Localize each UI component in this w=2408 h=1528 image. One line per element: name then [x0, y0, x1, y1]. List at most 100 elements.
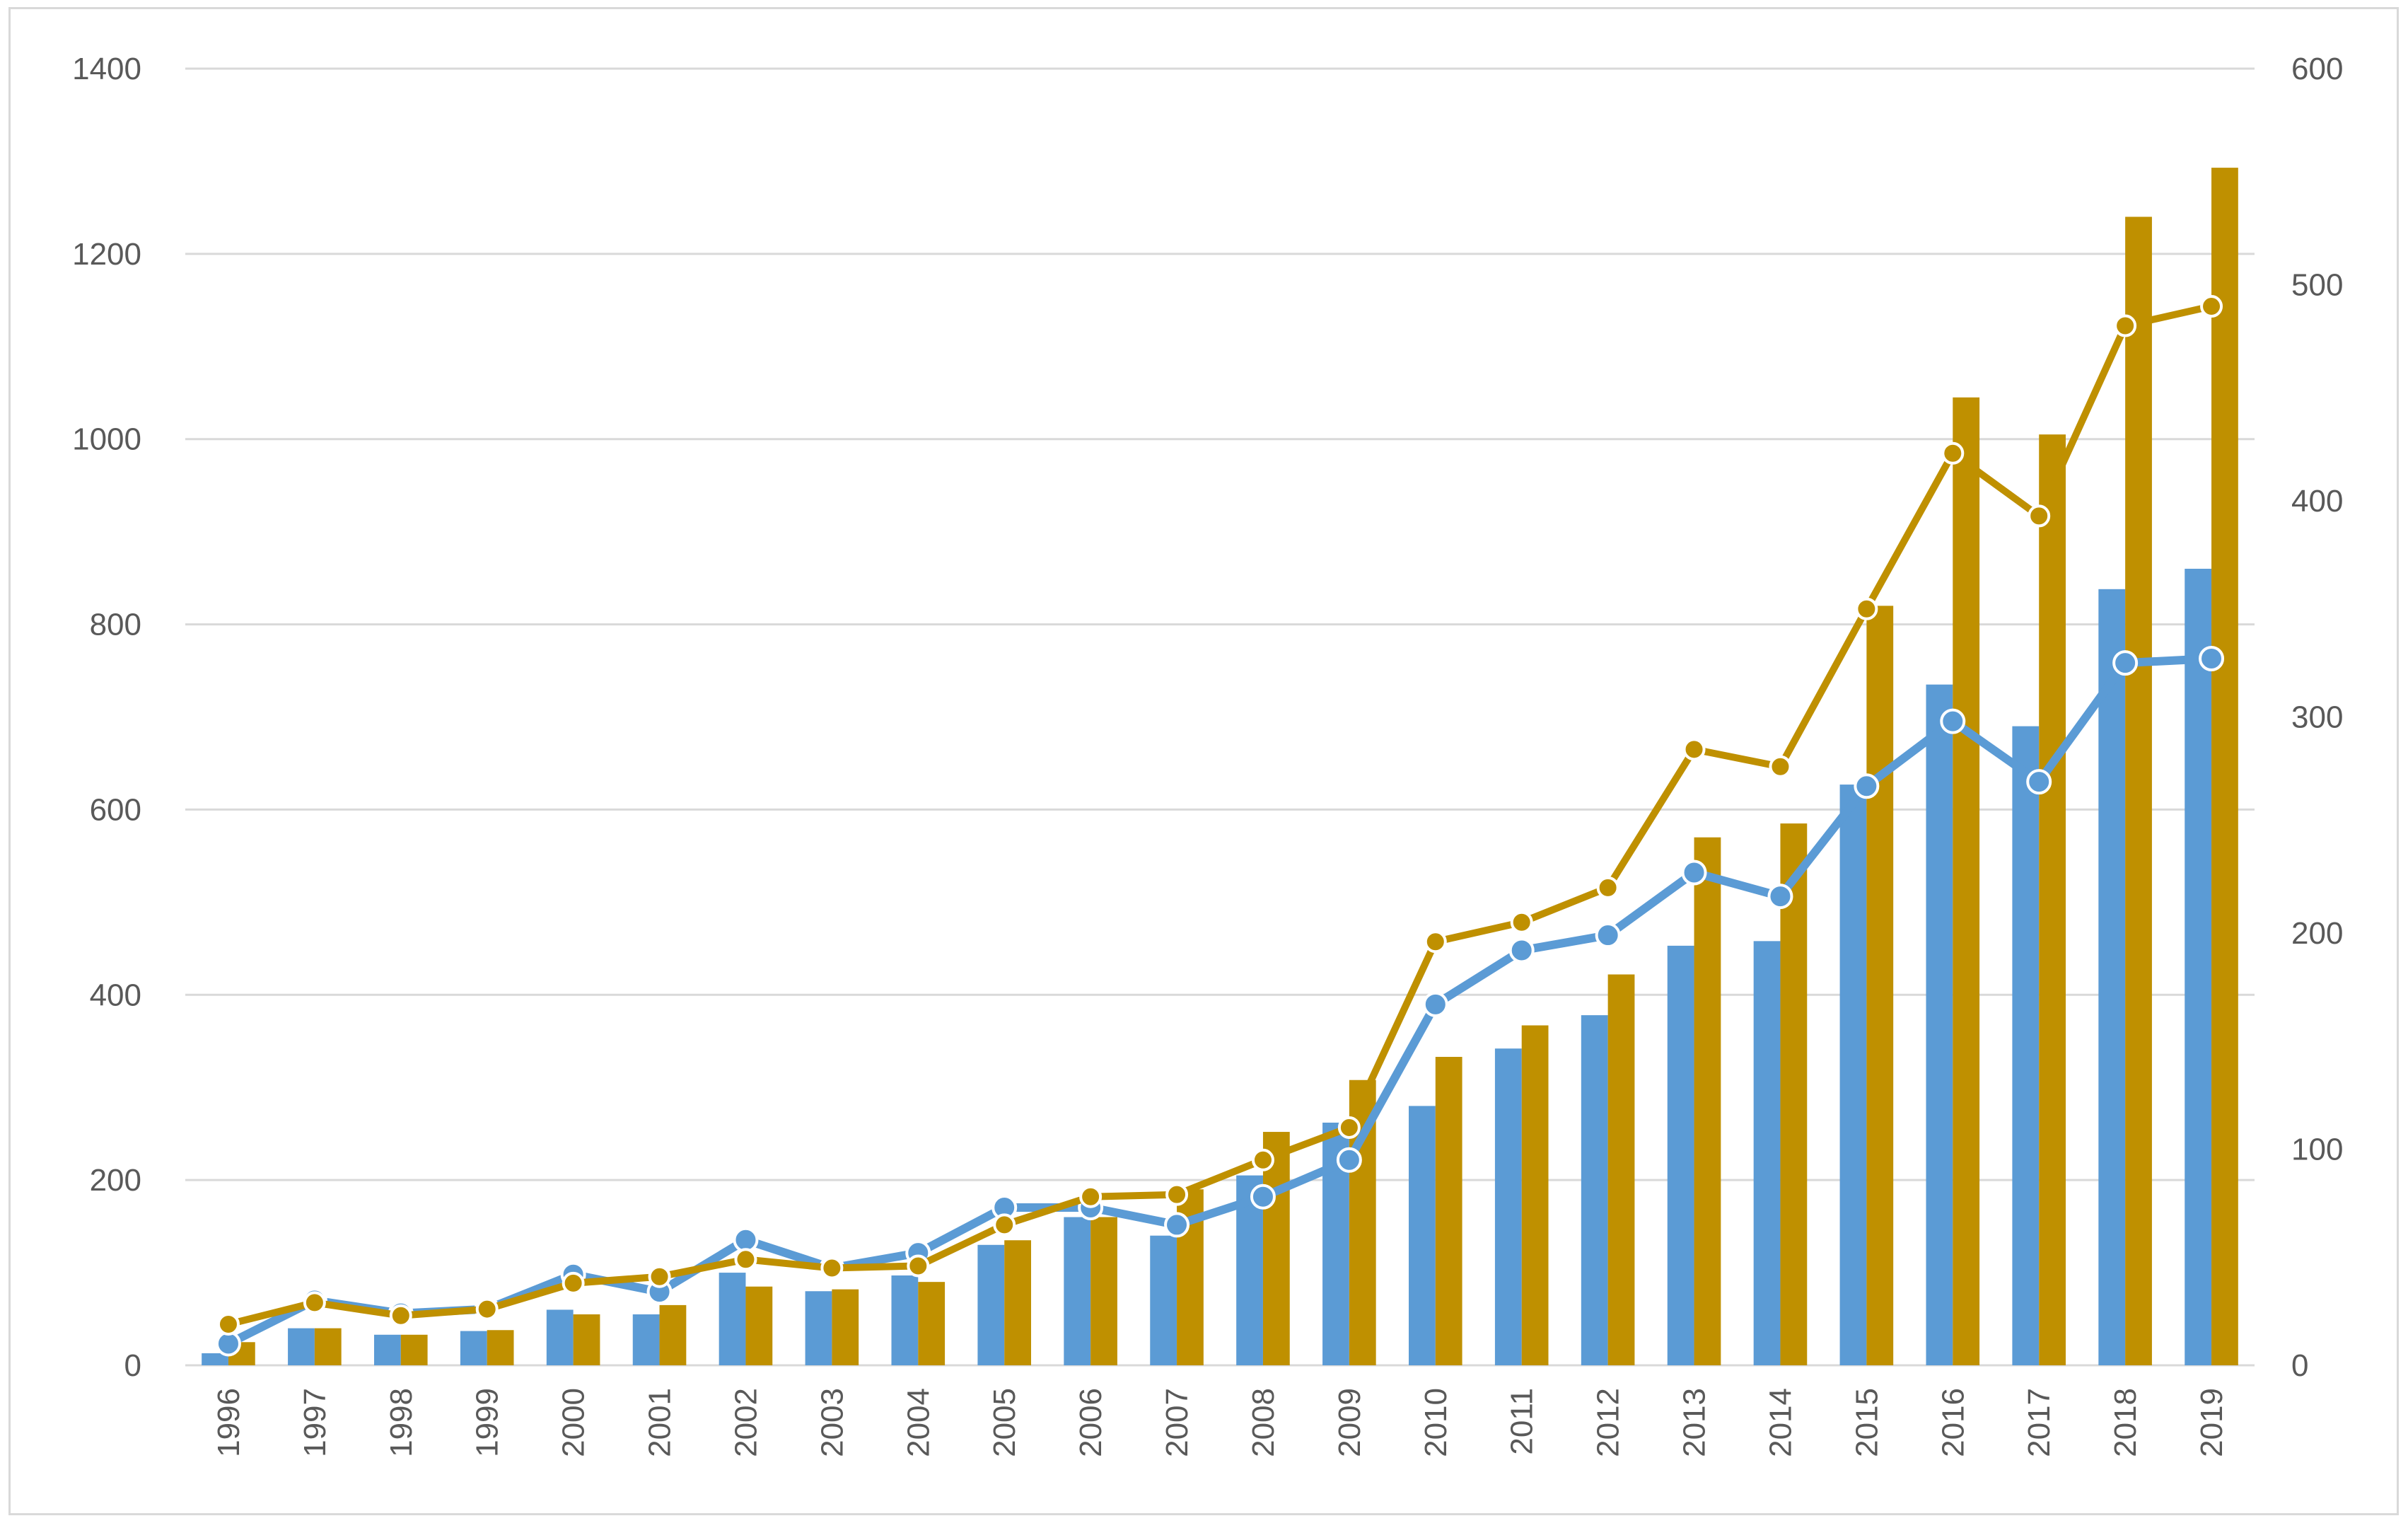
x-tick-label-2000: 2000: [557, 1388, 591, 1457]
bar-series2-2000: [573, 1314, 600, 1365]
tick-labels: 0 200 400 600 800 1000 1200 1400 0 100 200 300 400 50…: [72, 52, 2343, 1457]
point-series1-2011: [1508, 937, 1535, 963]
bar-series1-1997: [288, 1328, 315, 1365]
point-series1-2007: [1164, 1212, 1190, 1238]
line-series2: [227, 303, 2213, 1328]
bar-series1-2006: [1064, 1217, 1091, 1365]
point-series2-1999: [475, 1297, 499, 1321]
point-series2-2000: [562, 1271, 585, 1295]
x-tick-label-2003: 2003: [815, 1388, 849, 1457]
x-tick-label-2015: 2015: [1849, 1388, 1884, 1457]
x-tick-label-2009: 2009: [1332, 1388, 1367, 1457]
bar-series1-2007: [1150, 1235, 1177, 1365]
y-tick-label-7: 1400: [72, 52, 141, 86]
y2-tick-label-5: 500: [2291, 268, 2343, 303]
point-series2-1998: [389, 1304, 412, 1327]
x-tick-label-2012: 2012: [1591, 1388, 1626, 1457]
point-series2-2008: [1251, 1148, 1274, 1171]
point-series2-2006: [1079, 1185, 1103, 1208]
x-tick-label-1996: 1996: [211, 1388, 246, 1457]
point-series1-2014: [1767, 884, 1793, 910]
gridlines: [185, 67, 2255, 1367]
point-series2-2010: [1424, 930, 1447, 954]
y-tick-label-4: 800: [90, 608, 141, 642]
y-tick-label-5: 1000: [72, 422, 141, 457]
bar-series1-2014: [1753, 941, 1781, 1365]
bar-series1-2012: [1581, 1015, 1608, 1365]
x-tick-label-1999: 1999: [470, 1388, 505, 1457]
point-series2-2013: [1682, 738, 1706, 761]
bar-series1-2003: [805, 1291, 832, 1365]
bar-series2-1998: [400, 1334, 428, 1365]
bar-series1-2011: [1494, 1048, 1522, 1365]
bar-series1-1999: [460, 1331, 487, 1365]
point-series2-2016: [1941, 441, 1965, 465]
bar-series1-2013: [1667, 945, 1694, 1365]
point-series1-1996: [215, 1331, 241, 1357]
point-series2-1997: [303, 1291, 326, 1314]
x-tick-label-2008: 2008: [1246, 1388, 1281, 1457]
bar-series1-2001: [632, 1314, 660, 1365]
y2-tick-label-6: 600: [2291, 52, 2343, 86]
bar-series2-2002: [745, 1286, 773, 1365]
y2-tick-label-2: 200: [2291, 916, 2343, 951]
bar-series2-2015: [1866, 606, 1894, 1365]
point-series2-2007: [1165, 1183, 1189, 1206]
x-tick-label-2004: 2004: [901, 1388, 936, 1457]
bar-series2-2001: [659, 1304, 687, 1365]
point-series2-2018: [2114, 314, 2137, 337]
x-tick-label-1997: 1997: [298, 1388, 332, 1457]
bar-series1-2016: [1926, 684, 1953, 1365]
point-series2-1996: [216, 1312, 240, 1336]
point-series1-2018: [2112, 650, 2139, 676]
chart-frame: [8, 7, 2399, 1515]
point-series2-2015: [1855, 597, 1878, 620]
x-tick-label-2014: 2014: [1763, 1388, 1798, 1457]
bar-series2-2006: [1090, 1217, 1117, 1365]
point-series1-2015: [1854, 773, 1880, 799]
point-series2-2012: [1596, 876, 1619, 899]
bar-series1-1998: [373, 1334, 401, 1365]
y-tick-label-6: 1200: [72, 237, 141, 272]
point-series1-2019: [2199, 646, 2225, 672]
lines: [215, 295, 2225, 1357]
x-tick-label-2002: 2002: [728, 1388, 763, 1457]
x-tick-label-2013: 2013: [1677, 1388, 1712, 1457]
bar-series1-2004: [891, 1275, 919, 1365]
bar-series2-2012: [1607, 974, 1635, 1365]
point-series2-2019: [2200, 295, 2223, 318]
y-tick-label-1: 200: [90, 1163, 141, 1198]
bar-series2-2017: [2039, 434, 2066, 1365]
bar-series2-2014: [1780, 823, 1808, 1365]
bar-series2-2018: [2125, 216, 2152, 1365]
point-series2-2009: [1337, 1116, 1361, 1139]
bar-series2-1999: [487, 1330, 514, 1365]
bar-series2-2011: [1521, 1025, 1549, 1365]
bar-series2-2003: [832, 1289, 859, 1365]
line-series1: [226, 654, 2212, 1348]
point-series1-2017: [2026, 769, 2052, 795]
bars: [202, 168, 2238, 1366]
x-tick-label-2007: 2007: [1160, 1388, 1194, 1457]
bar-series1-2017: [2012, 726, 2040, 1365]
bar-series2-2008: [1262, 1132, 1290, 1365]
point-series1-2002: [733, 1227, 759, 1253]
y-tick-label-3: 600: [90, 792, 141, 827]
bar-series2-2010: [1435, 1057, 1462, 1365]
bar-series1-1996: [202, 1353, 228, 1365]
bar-series1-2000: [546, 1309, 574, 1365]
bar-series1-2015: [1839, 785, 1867, 1365]
bar-series2-2013: [1694, 837, 1721, 1365]
bar-series2-2005: [1004, 1240, 1032, 1365]
x-tick-label-2010: 2010: [1419, 1388, 1453, 1457]
bar-series1-2019: [2185, 569, 2212, 1365]
y-tick-label-2: 400: [90, 978, 141, 1012]
point-series2-2003: [820, 1256, 844, 1280]
bar-series2-2019: [2211, 168, 2238, 1366]
bar-series2-2004: [918, 1282, 946, 1365]
bar-series2-2016: [1953, 397, 1980, 1366]
point-series1-2008: [1250, 1183, 1276, 1210]
bar-series1-2002: [719, 1273, 746, 1365]
x-tick-label-2019: 2019: [2194, 1388, 2229, 1457]
point-series1-2012: [1595, 922, 1621, 949]
